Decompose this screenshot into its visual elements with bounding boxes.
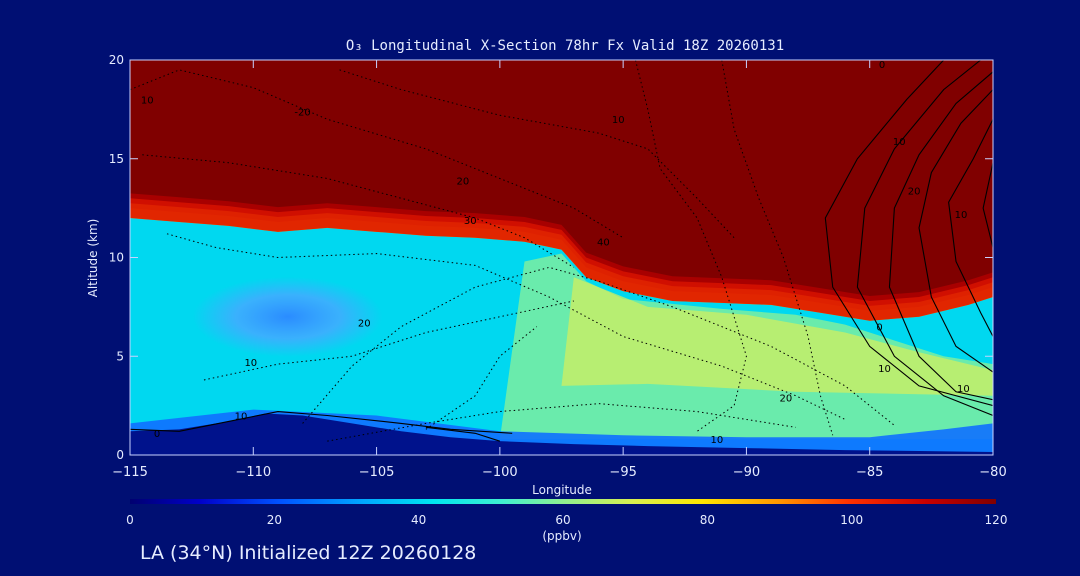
contour-solid — [918, 89, 993, 373]
contour-dotted — [130, 69, 624, 239]
x-tick-label: −80 — [979, 465, 1006, 480]
colorbar-tick-label: 40 — [411, 513, 426, 527]
contour-label: 0 — [876, 323, 882, 334]
x-tick-label: −100 — [482, 465, 518, 480]
contour-label: 10 — [244, 358, 257, 369]
contour-label: 10 — [957, 384, 970, 395]
colorbar-ticks: 0 20 40 60 80 100 120 — [126, 513, 1007, 527]
contour-solid — [888, 71, 993, 401]
contour-label: 10 — [235, 411, 248, 422]
x-axis: −115 −110 −105 −100 −95 −90 −85 −80 — [112, 60, 1007, 480]
contour-label: 10 — [878, 364, 891, 375]
contour-dotted — [166, 233, 846, 420]
run-info-label: LA (34°N) Initialized 12Z 20260128 — [140, 542, 477, 564]
y-tick-label: 20 — [109, 53, 124, 67]
contour-label: 20 — [358, 319, 371, 330]
mid-troposphere-core — [561, 277, 993, 396]
contour-solid — [824, 60, 993, 407]
x-axis-label: Longitude — [532, 483, 592, 497]
contour-label: 0 — [154, 429, 160, 440]
y-tick-label: 0 — [116, 448, 124, 462]
x-tick-label: −110 — [235, 465, 271, 480]
ozone-contours: 10 -20 10 20 30 40 0 10 20 10 20 10 10 0 20 10 0 10 10 — [130, 60, 993, 446]
colorbar-label: (ppbv) — [542, 529, 581, 543]
chart-title: O₃ Longitudinal X-Section 78hr Fx Valid … — [346, 38, 784, 54]
plot-area: 10 -20 10 20 30 40 0 10 20 10 20 10 10 0 20 10 0 10 10 — [130, 60, 993, 455]
contour-solid — [982, 162, 993, 248]
ozone-field — [130, 60, 993, 455]
low-ozone-core — [192, 276, 383, 357]
colorbar-tick-label: 20 — [267, 513, 282, 527]
contour-label: 0 — [879, 60, 885, 71]
contour-solid — [856, 60, 993, 417]
colorbar-tick-label: 80 — [700, 513, 715, 527]
contour-solid — [130, 410, 513, 434]
x-tick-label: −85 — [856, 465, 883, 480]
contour-label: 10 — [955, 210, 968, 221]
contour-label: 10 — [893, 137, 906, 148]
contour-label: 10 — [710, 435, 723, 446]
x-tick-label: −105 — [359, 465, 395, 480]
x-tick-label: −115 — [112, 465, 148, 480]
contour-dotted — [142, 154, 575, 268]
colorbar-tick-label: 120 — [985, 513, 1008, 527]
contour-label: 30 — [464, 216, 477, 227]
y-axis: 0 5 10 15 20 — [109, 53, 993, 462]
y-tick-label: 5 — [116, 349, 124, 363]
contour-label: -20 — [294, 107, 310, 118]
contour-label: 10 — [612, 115, 625, 126]
contour-dotted — [302, 266, 895, 426]
colorbar — [130, 499, 996, 504]
x-tick-label: −95 — [609, 465, 636, 480]
contour-label: 20 — [908, 186, 921, 197]
contour-label: 40 — [597, 238, 610, 249]
contour-label: 20 — [780, 394, 793, 405]
terrain — [130, 413, 993, 455]
tropopause-gradient — [130, 193, 993, 321]
x-tick-label: −90 — [733, 465, 760, 480]
contour-label: 10 — [141, 95, 154, 106]
y-axis-label: Altitude (km) — [86, 219, 100, 298]
y-tick-label: 10 — [109, 251, 124, 265]
colorbar-tick-label: 60 — [555, 513, 570, 527]
y-tick-label: 15 — [109, 152, 124, 166]
contour-dotted — [339, 69, 735, 239]
colorbar-tick-label: 0 — [126, 513, 134, 527]
contour-solid — [425, 426, 501, 442]
contour-label: 20 — [457, 176, 470, 187]
contour-dotted — [203, 300, 574, 381]
colorbar-tick-label: 100 — [840, 513, 863, 527]
contour-dotted — [721, 60, 834, 436]
contour-solid — [948, 119, 993, 337]
